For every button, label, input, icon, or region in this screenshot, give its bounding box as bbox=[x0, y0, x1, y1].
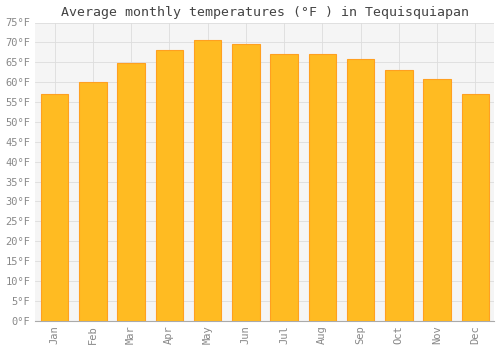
Bar bbox=[462, 94, 489, 321]
Bar bbox=[118, 63, 145, 321]
Bar bbox=[79, 82, 106, 321]
Bar bbox=[308, 54, 336, 321]
Bar bbox=[194, 40, 222, 321]
Bar bbox=[41, 94, 68, 321]
Bar bbox=[385, 70, 412, 321]
Bar bbox=[424, 79, 451, 321]
Bar bbox=[232, 44, 260, 321]
Bar bbox=[347, 59, 374, 321]
Bar bbox=[156, 50, 183, 321]
Title: Average monthly temperatures (°F ) in Tequisquiapan: Average monthly temperatures (°F ) in Te… bbox=[61, 6, 469, 19]
Bar bbox=[270, 54, 298, 321]
